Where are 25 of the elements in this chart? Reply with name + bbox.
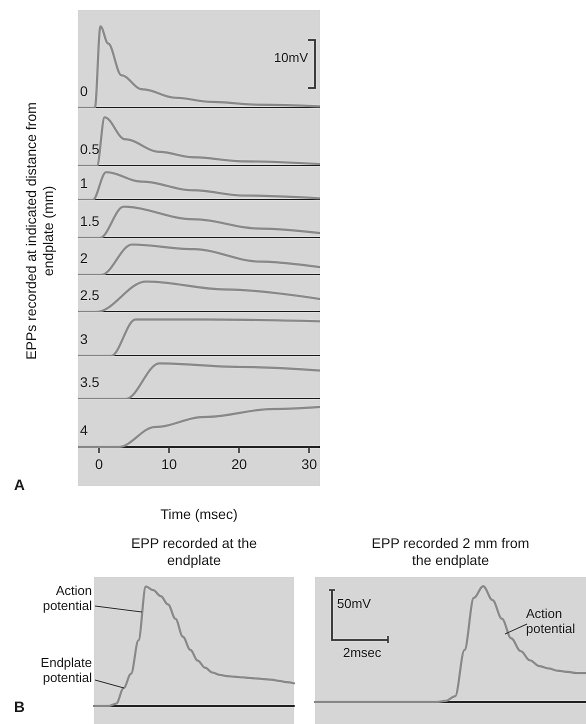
chart-title: EPP recorded at the endplate [130, 535, 258, 569]
text: B [14, 699, 26, 716]
series-label: 0 [80, 83, 89, 99]
series-label: 2.5 [80, 287, 100, 303]
text: Endplate potential [40, 655, 92, 685]
text: Action potential [42, 583, 92, 613]
x-axis-title: Time (msec) [159, 506, 239, 522]
annotation: 50mV [337, 596, 372, 611]
x-tick-label: 20 [231, 456, 248, 472]
series-label: 3 [80, 331, 89, 347]
series-label: 4 [80, 422, 89, 438]
annotation: 10mV [273, 50, 308, 65]
series-label: 1.5 [80, 213, 100, 229]
annotation: 2msec [343, 645, 382, 660]
series-label: 2 [80, 250, 89, 266]
text: A [14, 477, 26, 494]
series-label: 1 [80, 175, 89, 191]
series-label: 3.5 [80, 374, 100, 390]
x-tick-label: 10 [161, 456, 178, 472]
x-tick-label: 30 [301, 456, 318, 472]
series-label: 0.5 [80, 141, 100, 157]
y-axis-title: EPPs recorded at indicated distance from endplate (mm) [23, 101, 57, 361]
chart-title: EPP recorded 2 mm from the endplate [370, 535, 530, 569]
x-tick-label: 0 [95, 456, 104, 472]
annotation: Action potential [526, 606, 576, 636]
